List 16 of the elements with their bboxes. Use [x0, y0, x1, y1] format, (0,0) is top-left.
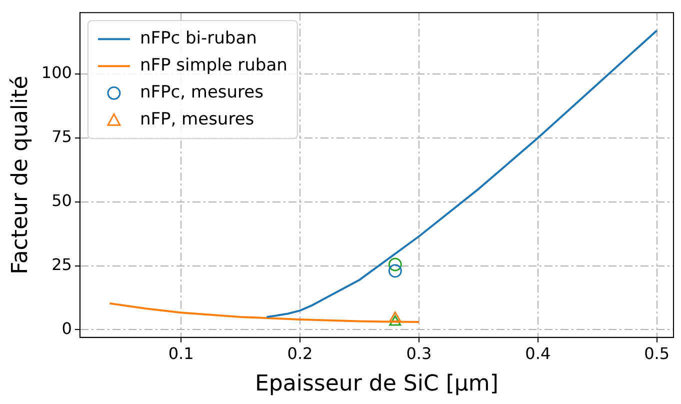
legend-label: nFPc, mesures	[140, 82, 264, 103]
legend-label: nFP, mesures	[140, 110, 254, 130]
x-tick-label: 0.5	[644, 344, 670, 364]
legend-label: nFPc bi-ruban	[140, 28, 257, 49]
x-tick-label: 0.4	[525, 344, 551, 364]
x-tick-label: 0.1	[168, 344, 194, 364]
y-tick-label: 25	[52, 254, 72, 274]
x-axis-title: Epaisseur de SiC [µm]	[255, 372, 498, 397]
x-tick-label: 0.2	[287, 344, 313, 364]
y-tick-label: 0	[62, 318, 72, 338]
legend-label: nFP simple ruban	[140, 56, 288, 76]
y-tick-label: 50	[52, 191, 72, 210]
y-tick-label: 100	[41, 63, 72, 82]
y-tick-label: 75	[52, 127, 72, 146]
y-axis-title: Facteur de qualité	[8, 76, 33, 274]
x-tick-label: 0.3	[406, 344, 432, 364]
